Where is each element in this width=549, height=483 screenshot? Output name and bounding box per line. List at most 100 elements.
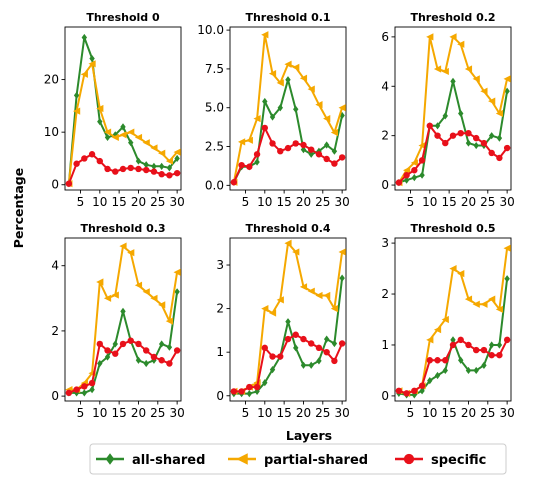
y-tick-label: 4 — [381, 79, 389, 93]
data-point-specific — [418, 382, 426, 389]
data-point-all-shared — [89, 385, 95, 394]
data-point-partial-shared — [503, 244, 511, 252]
data-point-partial-shared — [323, 114, 331, 123]
data-point-specific — [449, 132, 457, 139]
x-tick-label: 30 — [334, 406, 349, 420]
data-point-specific — [158, 357, 165, 364]
data-point-partial-shared — [441, 67, 449, 76]
data-point-all-shared — [323, 335, 330, 343]
data-point-specific — [119, 340, 127, 348]
data-point-all-shared — [151, 162, 157, 170]
data-point-all-shared — [293, 344, 299, 352]
data-point-all-shared — [97, 359, 103, 368]
legend-frame — [89, 443, 507, 475]
data-point-partial-shared — [307, 287, 315, 295]
data-point-partial-shared — [480, 300, 488, 308]
data-point-partial-shared — [245, 136, 253, 144]
data-point-partial-shared — [261, 305, 269, 313]
data-point-all-shared — [174, 288, 180, 296]
x-tick-label: 20 — [296, 195, 311, 209]
data-point-all-shared — [504, 87, 510, 95]
data-point-partial-shared — [495, 109, 503, 118]
legend-label-all-shared: all-shared — [132, 453, 205, 468]
data-point-all-shared — [143, 359, 149, 368]
data-point-all-shared — [158, 340, 165, 348]
panel-title: Threshold 0.2 — [410, 11, 495, 24]
data-point-specific — [143, 166, 150, 174]
data-point-partial-shared — [238, 138, 246, 146]
y-tick-label: 2.5 — [205, 140, 224, 154]
x-tick-label: 5 — [242, 195, 250, 209]
data-point-partial-shared — [292, 63, 300, 71]
x-tick-label: 15 — [276, 195, 291, 209]
y-tick-label: 2 — [381, 287, 389, 301]
data-point-partial-shared — [103, 128, 112, 136]
y-axis-label: Percentage — [11, 168, 26, 248]
y-tick-label: 1 — [216, 345, 224, 359]
data-point-all-shared — [174, 154, 180, 163]
data-point-specific — [496, 154, 503, 162]
data-point-partial-shared — [338, 104, 346, 112]
data-point-all-shared — [135, 356, 142, 364]
data-point-all-shared — [89, 54, 95, 63]
data-point-partial-shared — [464, 65, 473, 73]
data-point-specific — [104, 165, 111, 173]
data-point-all-shared — [269, 113, 276, 121]
data-point-all-shared — [450, 336, 456, 344]
data-point-partial-shared — [119, 242, 127, 250]
data-point-partial-shared — [158, 301, 166, 309]
data-point-partial-shared — [127, 249, 135, 257]
data-point-partial-shared — [488, 295, 496, 303]
data-point-partial-shared — [449, 264, 457, 273]
data-point-specific — [503, 336, 511, 344]
legend-marker-all-shared — [105, 453, 115, 465]
data-point-specific — [277, 147, 284, 155]
x-tick-label: 30 — [499, 195, 514, 209]
series-line-partial-shared — [68, 245, 179, 391]
data-point-partial-shared — [426, 33, 434, 41]
legend-label-partial-shared: partial-shared — [264, 453, 368, 468]
data-point-all-shared — [97, 118, 103, 126]
data-point-all-shared — [308, 361, 314, 369]
data-point-partial-shared — [433, 326, 442, 334]
data-point-partial-shared — [80, 70, 88, 78]
y-tick-label: 2 — [51, 324, 59, 338]
data-point-partial-shared — [410, 159, 418, 167]
data-point-partial-shared — [284, 239, 292, 247]
data-point-specific — [418, 157, 426, 164]
y-tick-label: 10.0 — [197, 23, 224, 37]
data-point-partial-shared — [142, 139, 150, 147]
data-point-partial-shared — [96, 104, 104, 113]
panel-frame — [394, 26, 512, 191]
x-tick-label: 25 — [150, 195, 165, 209]
y-tick-label: 0 — [51, 178, 59, 192]
data-point-specific — [442, 139, 449, 147]
data-point-partial-shared — [268, 69, 277, 78]
data-point-partial-shared — [457, 270, 465, 278]
data-point-all-shared — [434, 122, 441, 130]
y-tick-label: 6 — [381, 30, 389, 44]
data-point-all-shared — [427, 377, 433, 385]
data-point-specific — [449, 341, 457, 349]
data-point-partial-shared — [150, 294, 158, 302]
data-point-partial-shared — [307, 85, 315, 93]
data-point-specific — [127, 164, 134, 172]
data-point-partial-shared — [338, 248, 346, 256]
x-tick-label: 5 — [242, 406, 250, 420]
data-point-partial-shared — [111, 291, 119, 299]
data-point-partial-shared — [158, 149, 166, 157]
data-point-partial-shared — [330, 128, 338, 137]
data-point-specific — [96, 157, 104, 165]
data-point-specific — [457, 129, 464, 137]
y-tick-label: 0 — [381, 178, 389, 192]
data-point-partial-shared — [276, 79, 284, 87]
data-point-specific — [284, 335, 292, 343]
data-point-all-shared — [504, 275, 510, 283]
y-tick-label: 3 — [216, 258, 224, 272]
data-point-specific — [457, 336, 464, 344]
x-tick-label: 30 — [499, 406, 514, 420]
data-point-all-shared — [419, 387, 425, 395]
panel-5: Threshold 0.4 0 1 2 3 5 10 15 20 25 30 — [216, 222, 349, 420]
data-point-all-shared — [434, 371, 441, 380]
